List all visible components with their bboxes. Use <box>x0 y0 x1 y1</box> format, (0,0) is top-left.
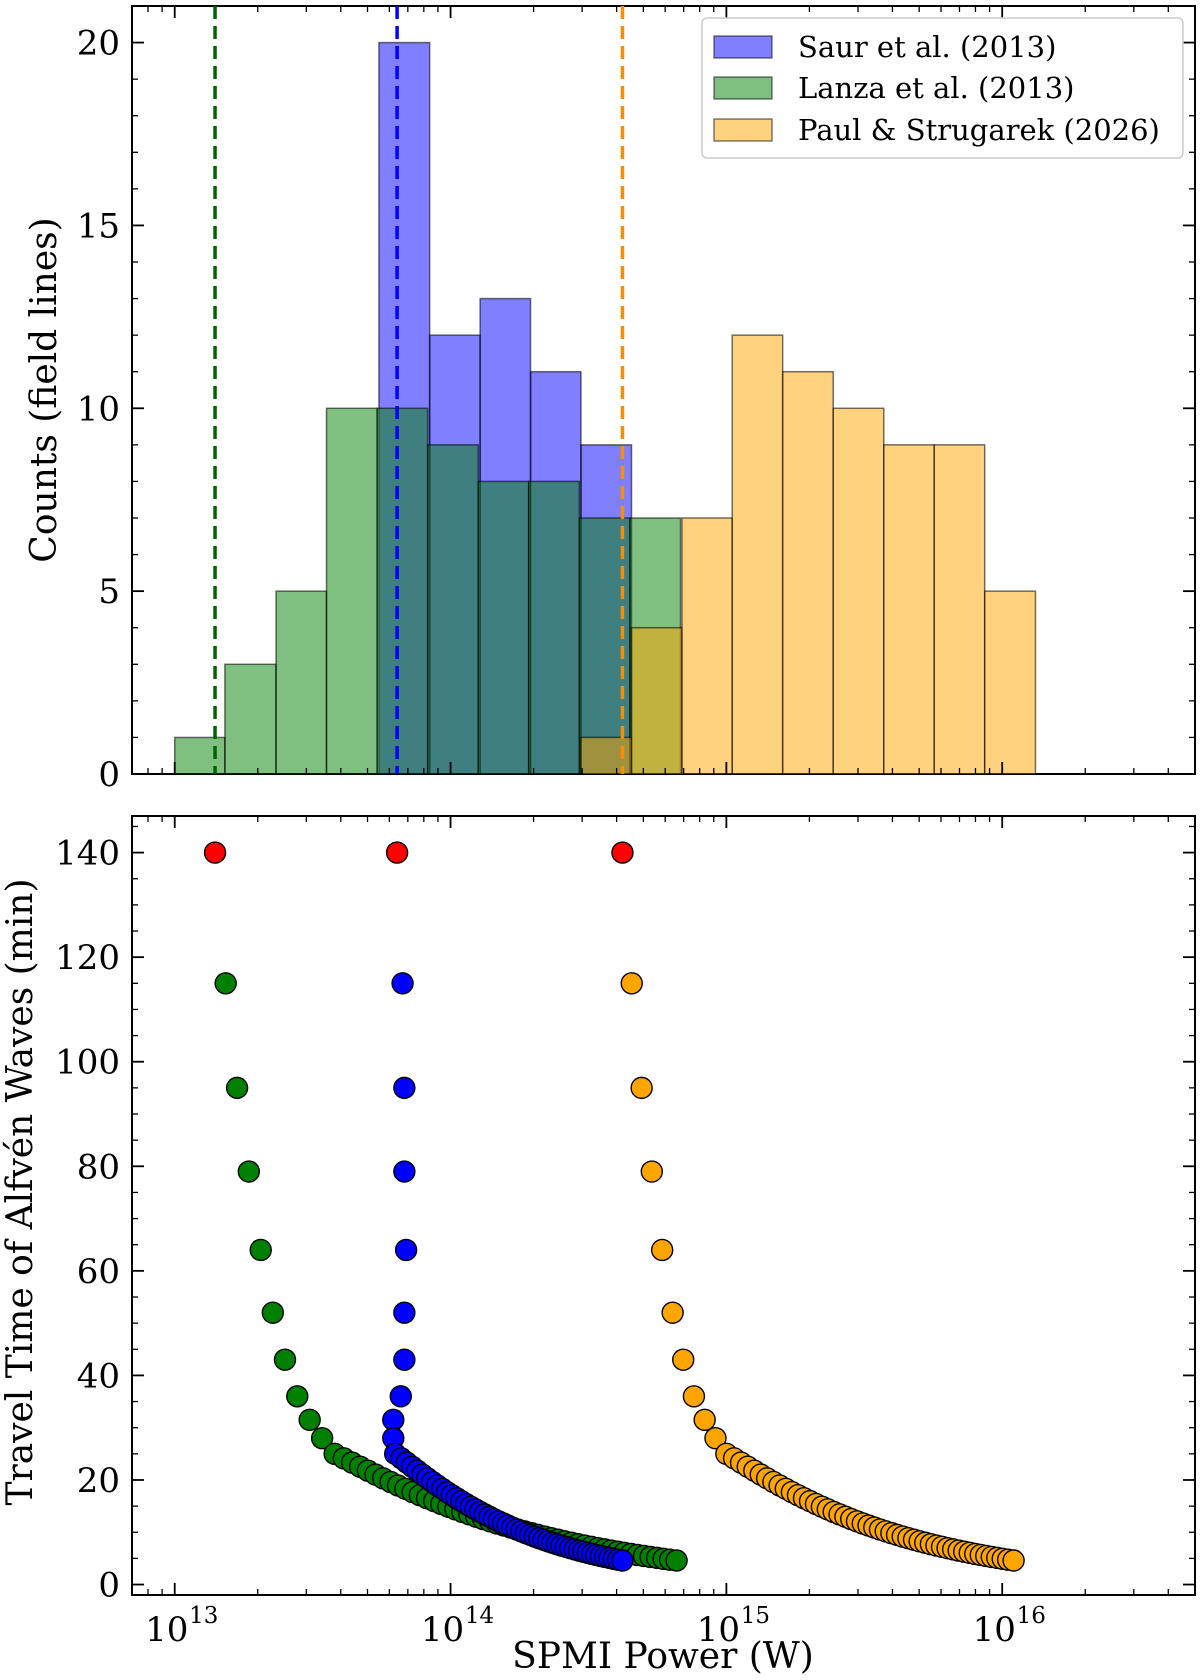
scatter-point-green <box>237 1160 261 1183</box>
scatter-point-blue <box>393 1348 416 1371</box>
scatter-point-green <box>214 972 237 995</box>
scatter-point-blue <box>391 972 414 995</box>
histogram-panel: 0 5 10 15 20 Counts (field lines) Saur et al… <box>24 5 1196 795</box>
histogram-x-ticks <box>131 6 1196 774</box>
scatter-point-orange <box>693 1408 716 1432</box>
x-tick-label: 10 <box>145 1610 188 1650</box>
scatter-point-orange <box>620 972 643 995</box>
scatter-point-green <box>261 1301 285 1324</box>
legend-entry-paul: Paul & Strugarek (2026) <box>798 113 1160 147</box>
x-tick-label: 10 <box>697 1610 740 1650</box>
scatter-point-blue <box>393 1076 416 1100</box>
scatter-point-orange <box>682 1385 706 1408</box>
hist-y-tick-label: 15 <box>77 206 120 246</box>
hist-bar-3-4 <box>731 334 784 775</box>
legend-entry-saur: Saur et al. (2013) <box>798 30 1056 64</box>
scatter-point-green <box>310 1426 334 1450</box>
sc-y-tick-label: 60 <box>77 1252 120 1292</box>
hist-bar-3-9 <box>983 590 1037 775</box>
sc-y-tick-label: 20 <box>77 1461 120 1501</box>
hist-bar-2-8 <box>527 480 581 775</box>
hist-y-tick-label: 20 <box>77 24 120 64</box>
hist-y-tick-label: 10 <box>77 389 120 429</box>
sc-y-tick-label: 80 <box>77 1147 120 1187</box>
x-tick-label-exponent: 13 <box>189 1603 218 1629</box>
x-tick-label-exponent: 14 <box>465 1603 494 1629</box>
hist-bar-3-5 <box>781 370 834 775</box>
legend-swatch-lanza <box>713 76 773 100</box>
sc-y-tick-label: 140 <box>55 834 120 874</box>
scatter-point-orange <box>640 1160 664 1183</box>
scatter-plot-frame <box>131 815 1196 1596</box>
hist-bar-2-2 <box>224 663 277 775</box>
x-tick-label-exponent: 15 <box>741 1603 770 1629</box>
scatter-point-green <box>273 1348 297 1371</box>
scatter-point-orange <box>672 1348 695 1371</box>
scatter-point-blue <box>393 1301 416 1324</box>
hist-bar-2-4 <box>325 407 378 775</box>
sc-y-tick-label: 0 <box>98 1566 120 1606</box>
scatter-point-orange <box>1002 1549 1025 1572</box>
legend-swatch-saur <box>713 35 773 59</box>
hist-bar-3-6 <box>832 407 885 775</box>
scatter-point-green <box>249 1238 272 1262</box>
scatter-point-green <box>203 841 227 864</box>
scatter-point-orange <box>650 1238 674 1262</box>
x-tick-label-exponent: 16 <box>1017 1603 1046 1629</box>
hist-y-tick-label: 5 <box>98 572 120 612</box>
scatter-point-blue <box>611 1549 634 1572</box>
scatter-point-orange <box>630 1076 653 1100</box>
scatter-point-green <box>298 1408 321 1432</box>
hist-y-tick-label: 0 <box>98 755 120 795</box>
hist-bar-2-5 <box>376 407 429 775</box>
hist-bar-2-7 <box>477 480 530 775</box>
hist-bar-3-2 <box>630 626 683 775</box>
scatter-point-blue <box>394 1238 418 1262</box>
scatter-point-green <box>225 1076 249 1100</box>
legend: Saur et al. (2013) Lanza et al. (2013) P… <box>701 17 1184 159</box>
scatter-point-blue <box>385 841 409 864</box>
scatter-point-green <box>286 1385 309 1408</box>
sc-y-tick-label: 120 <box>55 938 120 978</box>
histogram-y-ticks: 0 5 10 15 20 <box>77 5 1195 795</box>
hist-bar-3-7 <box>882 444 935 775</box>
hist-bar-3-3 <box>681 517 733 775</box>
scatter-y-ticks: 0 20 40 60 80 100 120 140 <box>55 825 1195 1606</box>
x-tick-label: 10 <box>973 1610 1016 1650</box>
scatter-x-ticks: 10 13 10 14 10 15 10 16 <box>131 816 1196 1650</box>
hist-bar-2-6 <box>426 444 479 775</box>
hist-bar-2-3 <box>275 590 328 775</box>
scatter-point-blue <box>389 1385 412 1408</box>
legend-entry-lanza: Lanza et al. (2013) <box>798 71 1074 105</box>
sc-y-tick-label: 100 <box>55 1043 120 1083</box>
scatter-point-orange <box>661 1301 684 1324</box>
x-axis-label: SPMI Power (W) <box>512 1636 814 1677</box>
hist-bar-3-8 <box>933 444 986 775</box>
hist-bar-2-1 <box>173 736 226 775</box>
legend-swatch-paul <box>713 118 773 142</box>
scatter-point-blue <box>393 1160 416 1183</box>
sc-y-tick-label: 40 <box>77 1356 120 1396</box>
histogram-y-axis-label: Counts (field lines) <box>24 217 65 562</box>
median-lines <box>213 6 625 774</box>
scatter-y-axis-label: Travel Time of Alfvén Waves (min) <box>0 878 41 1505</box>
scatter-points <box>203 841 1025 1572</box>
scatter-point-orange <box>611 841 634 864</box>
scatter-point-green <box>665 1549 688 1572</box>
x-tick-label: 10 <box>421 1610 464 1650</box>
legend-frame <box>701 17 1184 159</box>
scatter-point-orange <box>704 1426 727 1450</box>
